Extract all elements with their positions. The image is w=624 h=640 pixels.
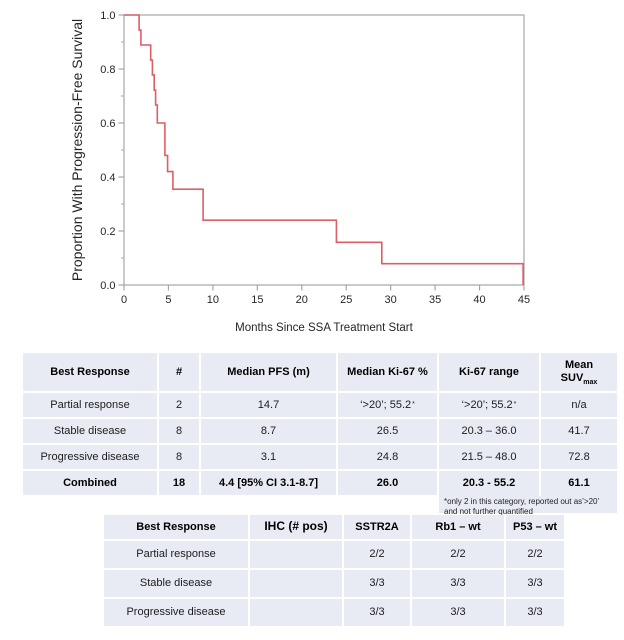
table-cell: 24.8 xyxy=(338,445,437,469)
x-tick-label: 45 xyxy=(518,294,530,306)
column-header: P53 – wt xyxy=(506,515,564,539)
column-header: Best Response xyxy=(23,353,157,391)
response-summary-table: Best Response # Median PFS (m) Median Ki-67… xyxy=(22,352,618,516)
km-curve xyxy=(124,14,524,285)
table-cell xyxy=(250,541,342,568)
column-header: # xyxy=(159,353,199,391)
y-axis-title: Proportion With Progression-Free Surviva… xyxy=(69,19,85,281)
table-cell xyxy=(250,599,342,626)
x-tick-label: 15 xyxy=(251,294,263,306)
table-cell: 3/3 xyxy=(506,599,564,626)
table-cell: 8 xyxy=(159,445,199,469)
y-tick-label: 0.4 xyxy=(100,172,115,184)
table-cell: 20.3 – 36.0 xyxy=(439,419,539,443)
table-cell: 8.7 xyxy=(201,419,336,443)
km-survival-chart: 0.0 0.2 0.4 0.6 0.8 1.0 0 5 10 15 20 25 30 35 40 45 Mo… xyxy=(69,10,530,334)
table-cell: 3/3 xyxy=(506,570,564,597)
row-label: Partial response xyxy=(104,541,248,568)
table-cell: n/a xyxy=(541,393,617,417)
table-cell: 3/3 xyxy=(412,599,504,626)
table-cell: 8 xyxy=(159,419,199,443)
y-axis-minor-ticks xyxy=(121,41,124,259)
y-tick-label: 0.8 xyxy=(100,64,115,76)
column-header: Best Response xyxy=(104,515,248,539)
x-tick-label: 5 xyxy=(165,294,171,306)
table-cell: 4.4 [95% CI 3.1-8.7] xyxy=(201,471,336,495)
table-cell: 3/3 xyxy=(412,570,504,597)
table-cell: 21.5 – 48.0 xyxy=(439,445,539,469)
column-header: Median PFS (m) xyxy=(201,353,336,391)
column-header: IHC (# pos) xyxy=(250,515,342,539)
x-tick-label: 0 xyxy=(121,294,127,306)
table-cell: 3.1 xyxy=(201,445,336,469)
row-label: Stable disease xyxy=(23,419,157,443)
x-tick-label: 30 xyxy=(385,294,397,306)
table-cell: 2 xyxy=(159,393,199,417)
table-cell xyxy=(250,570,342,597)
table-cell: 2/2 xyxy=(412,541,504,568)
table-cell: 2/2 xyxy=(506,541,564,568)
y-tick-label: 0.6 xyxy=(100,118,115,130)
table-cell: 26.5 xyxy=(338,419,437,443)
column-header: Median Ki-67 % xyxy=(338,353,437,391)
row-label: Partial response xyxy=(23,393,157,417)
plot-frame xyxy=(123,14,525,286)
table-footnote: *only 2 in this category, reported out a… xyxy=(439,496,617,516)
table-cell: 18 xyxy=(159,471,199,495)
y-axis-ticks: 0.0 0.2 0.4 0.6 0.8 1.0 xyxy=(100,10,124,292)
table-cell: 3/3 xyxy=(344,599,410,626)
x-axis-title: Months Since SSA Treatment Start xyxy=(235,322,413,334)
y-tick-label: 0.2 xyxy=(100,226,115,238)
column-header: Mean SUVmax xyxy=(541,353,617,391)
table-cell: 26.0 xyxy=(338,471,437,495)
row-label: Stable disease xyxy=(104,570,248,597)
ihc-table: Best Response IHC (# pos) SSTR2A Rb1 – wt P5… xyxy=(103,514,565,627)
table-cell: 20.3 - 55.2 xyxy=(439,471,539,496)
x-tick-label: 10 xyxy=(207,294,219,306)
x-tick-label: 25 xyxy=(340,294,352,306)
table-cell: 61.1 xyxy=(541,471,617,496)
table-cell: 72.8 xyxy=(541,445,617,469)
table-cell: ‘>20’; 55.2 * xyxy=(439,393,539,417)
table-cell: ‘>20’; 55.2 * xyxy=(338,393,437,417)
column-header: Ki-67 range xyxy=(439,353,539,391)
x-axis-ticks: 0 5 10 15 20 25 30 35 40 45 xyxy=(121,285,530,306)
table-cell: 14.7 xyxy=(201,393,336,417)
column-header: SSTR2A xyxy=(344,515,410,539)
x-tick-label: 20 xyxy=(296,294,308,306)
row-label: Progressive disease xyxy=(23,445,157,469)
table-cell: 41.7 xyxy=(541,419,617,443)
x-tick-label: 40 xyxy=(473,294,485,306)
y-tick-label: 1.0 xyxy=(100,10,115,22)
column-header: Rb1 – wt xyxy=(412,515,504,539)
x-tick-label: 35 xyxy=(429,294,441,306)
row-label: Progressive disease xyxy=(104,599,248,626)
table-cell: 2/2 xyxy=(344,541,410,568)
row-label: Combined xyxy=(23,471,157,495)
table-cell: 3/3 xyxy=(344,570,410,597)
y-tick-label: 0.0 xyxy=(100,280,115,292)
